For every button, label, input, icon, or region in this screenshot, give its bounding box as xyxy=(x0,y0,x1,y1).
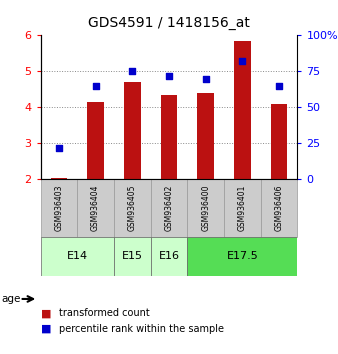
Bar xyxy=(151,237,187,276)
Bar xyxy=(41,179,77,237)
Point xyxy=(166,73,172,79)
Bar xyxy=(271,104,287,179)
Text: GDS4591 / 1418156_at: GDS4591 / 1418156_at xyxy=(88,16,250,30)
Text: E15: E15 xyxy=(122,251,143,262)
Bar xyxy=(77,179,114,237)
Text: E17.5: E17.5 xyxy=(226,251,258,262)
Bar xyxy=(87,102,104,179)
Text: E16: E16 xyxy=(159,251,179,262)
Text: GSM936406: GSM936406 xyxy=(274,185,284,232)
Bar xyxy=(41,237,114,276)
Point xyxy=(203,76,209,81)
Bar xyxy=(197,93,214,179)
Bar xyxy=(151,179,187,237)
Bar xyxy=(51,177,67,179)
Bar xyxy=(187,237,297,276)
Bar xyxy=(114,179,151,237)
Bar xyxy=(261,179,297,237)
Text: GSM936405: GSM936405 xyxy=(128,185,137,232)
Bar xyxy=(161,95,177,179)
Point xyxy=(129,69,135,74)
Point xyxy=(276,83,282,88)
Text: GSM936403: GSM936403 xyxy=(54,185,64,232)
Text: GSM936402: GSM936402 xyxy=(165,185,173,231)
Text: age: age xyxy=(2,294,21,304)
Bar xyxy=(124,82,141,179)
Text: transformed count: transformed count xyxy=(59,308,150,318)
Bar xyxy=(114,237,151,276)
Point xyxy=(56,145,62,150)
Text: GSM936401: GSM936401 xyxy=(238,185,247,231)
Text: ■: ■ xyxy=(41,324,51,333)
Bar xyxy=(187,179,224,237)
Text: E14: E14 xyxy=(67,251,88,262)
Point xyxy=(240,58,245,64)
Text: GSM936404: GSM936404 xyxy=(91,185,100,232)
Text: percentile rank within the sample: percentile rank within the sample xyxy=(59,324,224,333)
Point xyxy=(93,83,98,88)
Bar xyxy=(234,41,251,179)
Text: GSM936400: GSM936400 xyxy=(201,185,210,232)
Text: ■: ■ xyxy=(41,308,51,318)
Bar xyxy=(224,179,261,237)
